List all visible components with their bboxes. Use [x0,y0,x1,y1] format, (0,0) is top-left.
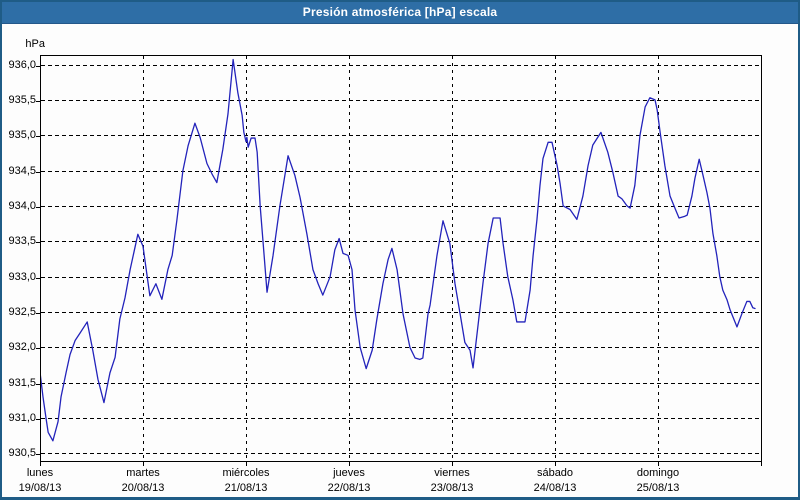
chart-titlebar: Presión atmosférica [hPa] escala [2,2,798,24]
y-axis-tick-label: 936,0 [8,59,36,71]
x-axis-day-label: jueves 22/08/13 [304,466,394,496]
day-name: martes [126,467,160,479]
y-axis-tick-label: 934,0 [8,200,36,212]
x-axis-day-label: viernes 23/08/13 [407,466,497,496]
x-axis-day-label: domingo 25/08/13 [613,466,703,496]
x-axis-day-label: miércoles 21/08/13 [201,466,291,496]
y-axis-tick [36,454,40,455]
day-date: 24/08/13 [533,482,577,494]
y-axis-tick-label: 931,5 [8,377,36,389]
x-axis-day-label: martes 20/08/13 [98,466,188,496]
x-axis-tick [555,462,556,466]
day-name: domingo [636,467,680,479]
plot-area [40,55,762,462]
y-axis-tick [36,384,40,385]
x-axis-tick [246,462,247,466]
day-name: sábado [536,467,574,479]
y-axis-tick [36,242,40,243]
day-date: 21/08/13 [224,482,268,494]
y-axis-tick-label: 931,0 [8,412,36,424]
y-axis-tick [36,348,40,349]
chart-title: Presión atmosférica [hPa] escala [302,5,498,19]
y-axis-tick-label: 934,5 [8,165,36,177]
day-date: 19/08/13 [18,482,62,494]
x-axis-tick [143,462,144,466]
day-date: 20/08/13 [121,482,165,494]
y-axis-tick [36,278,40,279]
day-name: jueves [333,467,365,479]
x-axis-tick [40,462,41,466]
y-axis-tick [36,101,40,102]
day-date: 25/08/13 [636,482,680,494]
y-axis-tick-label: 932,0 [8,341,36,353]
y-axis-tick-label: 935,5 [8,94,36,106]
y-axis-tick [36,207,40,208]
y-axis-tick-label: 935,0 [8,129,36,141]
pressure-line [41,58,756,442]
pressure-chart-svg [41,56,761,461]
y-axis-tick [36,313,40,314]
x-axis-tick [452,462,453,466]
y-axis-unit-label: hPa [25,38,45,50]
x-axis-tick [658,462,659,466]
y-axis-tick [36,172,40,173]
y-axis-tick [36,66,40,67]
chart-region: hPa 936,0 935,5 935,0 934,5 934,0 933,5 933,0 9… [2,24,798,497]
y-axis-tick-label: 930,5 [8,447,36,459]
day-date: 22/08/13 [327,482,371,494]
y-axis-tick [36,419,40,420]
y-axis-tick [36,136,40,137]
x-axis-day-label: sábado 24/08/13 [510,466,600,496]
y-axis-tick-label: 933,5 [8,235,36,247]
day-name: lunes [26,467,54,479]
x-axis-tick [349,462,350,466]
x-axis-tick [761,462,762,466]
y-axis-tick-label: 933,0 [8,271,36,283]
day-date: 23/08/13 [430,482,474,494]
x-axis-day-label: lunes 19/08/13 [2,466,85,496]
day-name: viernes [434,467,470,479]
y-axis-tick-label: 932,5 [8,306,36,318]
day-name: miércoles [222,467,270,479]
